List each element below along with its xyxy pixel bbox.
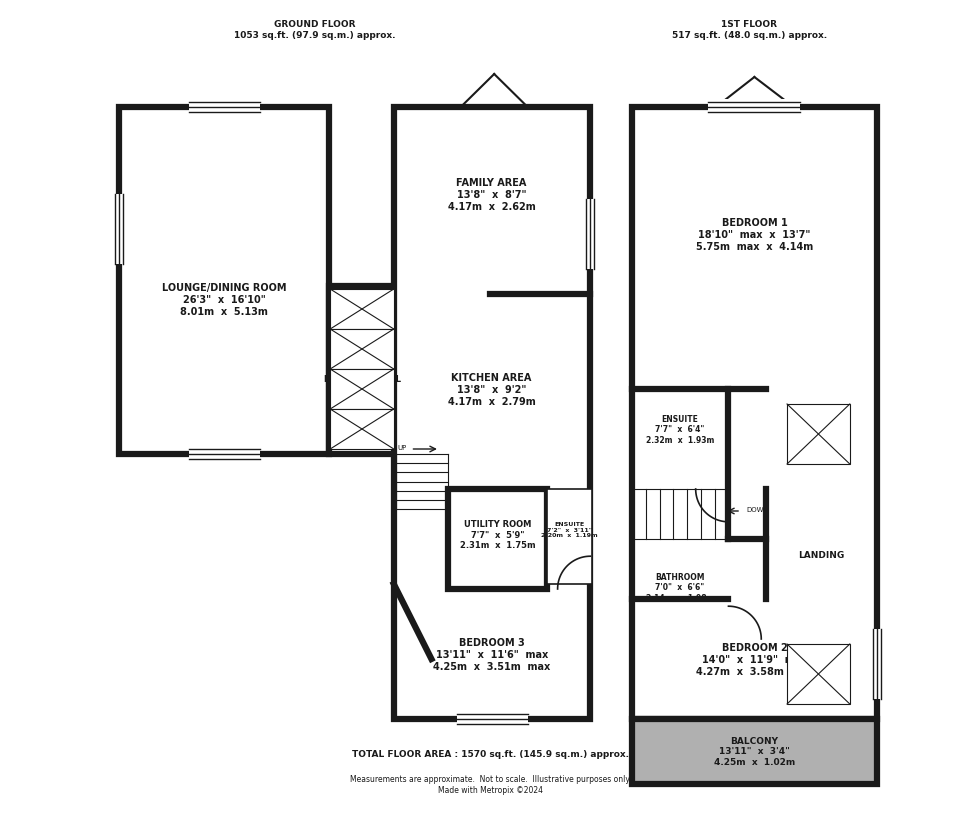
Bar (708, 100, 800, 115)
Bar (787, 645, 850, 704)
Text: BEDROOM 2
14'0"  x  11'9"  max
4.27m  x  3.58m  max: BEDROOM 2 14'0" x 11'9" max 4.27m x 3.58… (696, 643, 813, 676)
Bar (189, 446, 260, 463)
Bar (120, 108, 329, 455)
Bar (584, 200, 597, 269)
Text: GROUND FLOOR
1053 sq.ft. (97.9 sq.m.) approx.: GROUND FLOOR 1053 sq.ft. (97.9 sq.m.) ap… (233, 20, 395, 39)
Bar (113, 195, 126, 265)
Text: TOTAL FLOOR AREA : 1570 sq.ft. (145.9 sq.m.) approx.: TOTAL FLOOR AREA : 1570 sq.ft. (145.9 sq… (352, 749, 628, 758)
Bar (448, 490, 547, 590)
Text: BEDROOM 1
18'10"  max  x  13'7"
5.75m  max  x  4.14m: BEDROOM 1 18'10" max x 13'7" 5.75m max x… (696, 218, 813, 251)
Bar (457, 711, 527, 727)
Text: UTILITY ROOM
7'7"  x  5'9"
2.31m  x  1.75m: UTILITY ROOM 7'7" x 5'9" 2.31m x 1.75m (460, 519, 535, 550)
Bar (632, 108, 877, 719)
Bar (329, 287, 396, 455)
Bar (330, 369, 394, 410)
Text: BALCONY
13'11"  x  3'4"
4.25m  x  1.02m: BALCONY 13'11" x 3'4" 4.25m x 1.02m (713, 736, 795, 766)
Bar (787, 405, 850, 464)
Text: BEDROOM 3
13'11"  x  11'6"  max
4.25m  x  3.51m  max: BEDROOM 3 13'11" x 11'6" max 4.25m x 3.5… (433, 638, 551, 671)
Text: LANDING: LANDING (799, 550, 845, 559)
Text: Measurements are approximate.  Not to scale.  Illustrative purposes only
Made wi: Measurements are approximate. Not to sca… (350, 774, 630, 794)
Bar (394, 108, 590, 719)
Text: UP: UP (398, 445, 407, 450)
Bar (632, 719, 877, 784)
Text: DOWN: DOWN (747, 506, 769, 513)
Bar (189, 100, 260, 115)
Text: ENSUITE
7'2"  x  3'11"
2.20m  x  1.19m: ENSUITE 7'2" x 3'11" 2.20m x 1.19m (541, 521, 598, 537)
Bar (330, 290, 394, 329)
Text: ENSUITE
7'7"  x  6'4"
2.32m  x  1.93m: ENSUITE 7'7" x 6'4" 2.32m x 1.93m (646, 414, 714, 445)
Bar (870, 629, 884, 699)
Bar (330, 329, 394, 369)
Text: FAMILY AREA
13'8"  x  8'7"
4.17m  x  2.62m: FAMILY AREA 13'8" x 8'7" 4.17m x 2.62m (448, 179, 535, 211)
Text: BATHROOM
7'0"  x  6'6"
2.14m  x  1.98m: BATHROOM 7'0" x 6'6" 2.14m x 1.98m (646, 572, 714, 602)
Text: ENTRANCE HALL: ENTRANCE HALL (324, 375, 402, 384)
Bar (547, 490, 592, 584)
Text: 1ST FLOOR
517 sq.ft. (48.0 sq.m.) approx.: 1ST FLOOR 517 sq.ft. (48.0 sq.m.) approx… (672, 20, 827, 39)
Bar (330, 410, 394, 450)
Text: LOUNGE/DINING ROOM
26'3"  x  16'10"
8.01m  x  5.13m: LOUNGE/DINING ROOM 26'3" x 16'10" 8.01m … (162, 283, 286, 316)
Text: KITCHEN AREA
13'8"  x  9'2"
4.17m  x  2.79m: KITCHEN AREA 13'8" x 9'2" 4.17m x 2.79m (448, 373, 535, 406)
